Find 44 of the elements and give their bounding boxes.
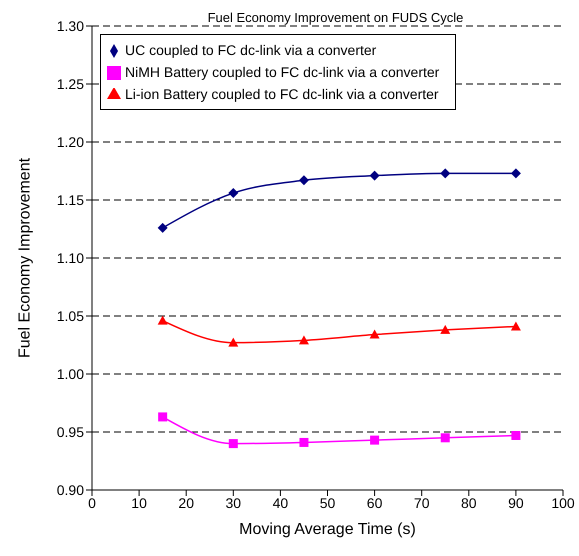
point	[440, 433, 450, 442]
point	[158, 222, 168, 233]
point	[510, 168, 521, 178]
x-tick-label: 100	[551, 494, 575, 511]
x-tick-label: 10	[131, 494, 148, 511]
x-tick-label: 50	[320, 494, 336, 511]
legend-label: UC coupled to FC dc-link via a converter	[125, 42, 376, 58]
legend-label: Li-ion Battery coupled to FC dc-link via a converter	[125, 86, 439, 102]
point	[228, 439, 238, 448]
legend-label: NiMH Battery coupled to FC dc-link via a converter	[125, 64, 440, 80]
point	[370, 330, 380, 339]
x-tick-label: 40	[272, 494, 288, 511]
x-axis-title: Moving Average Time (s)	[239, 521, 416, 538]
point	[440, 324, 450, 334]
x-tick-label: 30	[226, 494, 242, 511]
y-tick-label: 1.15	[56, 192, 84, 208]
x-tick-label: 70	[414, 494, 430, 511]
point	[158, 412, 168, 422]
x-tick-label: 60	[366, 494, 383, 511]
point	[228, 338, 238, 347]
point	[370, 436, 380, 445]
point	[158, 316, 168, 325]
y-tick-label: 1.30	[56, 18, 84, 34]
point	[440, 168, 450, 178]
x-tick-label: 0	[88, 494, 96, 511]
point	[510, 321, 521, 330]
y-tick-label: 1.25	[56, 76, 84, 92]
x-tick-label: 80	[461, 494, 477, 511]
y-tick-label: 0.95	[56, 424, 84, 440]
chart-title: Fuel Economy Improvement on FUDS Cycle	[206, 10, 464, 25]
point	[298, 335, 309, 344]
x-tick-label: 20	[178, 494, 194, 511]
point	[228, 188, 238, 198]
y-tick-label: 1.05	[56, 308, 84, 324]
y-tick-label: 1.00	[56, 366, 84, 382]
x-tick-label: 90	[508, 494, 524, 511]
point	[298, 175, 309, 186]
y-tick-label: 0.90	[56, 482, 84, 498]
point	[511, 430, 520, 440]
y-axis-title: Fuel Economy Improvement	[16, 157, 34, 358]
point	[299, 438, 308, 447]
y-tick-label: 1.10	[56, 250, 84, 266]
y-tick-label: 1.20	[56, 134, 84, 150]
point	[370, 170, 380, 181]
